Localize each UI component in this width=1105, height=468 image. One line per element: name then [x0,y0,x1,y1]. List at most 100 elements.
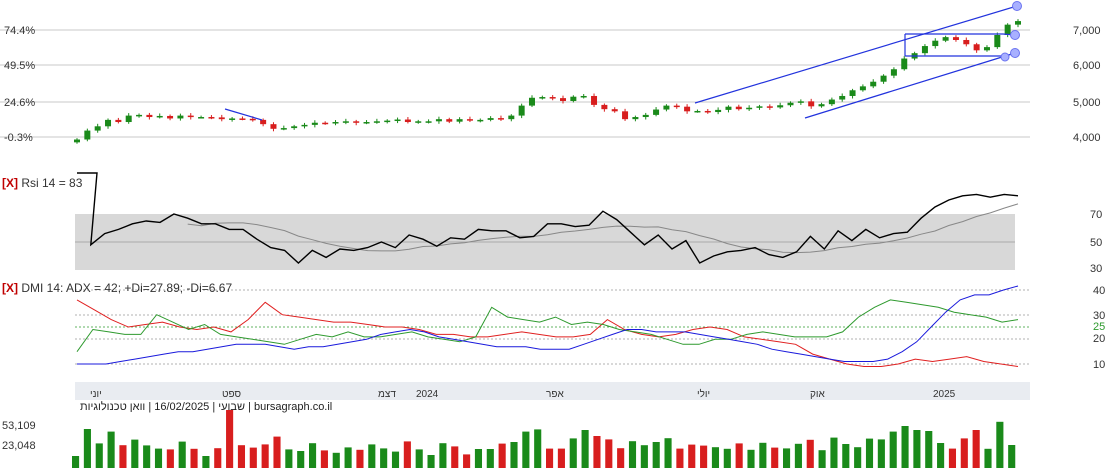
candle-body [715,109,722,113]
candle-body [270,124,277,129]
candle-body [777,105,784,108]
price-right-label: 4,000 [1073,132,1101,144]
volume-bar [593,436,601,468]
volume-bar [226,410,234,468]
candle-body [84,130,91,140]
volume-bar [273,436,281,468]
x-axis-label: יולי [697,388,710,400]
rsi-close-button[interactable]: [X] [2,176,18,190]
candle-body [859,86,866,91]
volume-bar [794,443,802,468]
dmi-right-label: 10 [1093,359,1105,371]
volume-bar [498,443,506,468]
volume-bar [996,421,1004,468]
candle-body [466,119,473,121]
candle-body [746,107,753,110]
candle-body [332,122,339,124]
candle-body [787,102,794,106]
candle-body [994,34,1001,48]
volume-bar [439,443,447,468]
volume-bar [676,448,684,468]
rsi-right-label: 50 [1090,237,1102,249]
volume-left-label: 53,109 [2,420,36,432]
volume-bar [166,449,174,468]
volume-bar [569,438,577,468]
candle-body [901,58,908,70]
candle-body [1015,21,1021,25]
candle-body [167,115,174,119]
volume-bar [830,437,838,468]
candle-body [704,110,711,113]
volume-left-label: 23,048 [2,440,36,452]
volume-bar [877,439,885,468]
rsi-panel: 70 50 30 [75,172,1102,275]
candle-body [849,90,856,96]
volume-bar [972,430,980,468]
volume-bar [723,448,731,468]
candle-body [1004,24,1011,35]
candle-body [177,115,184,119]
dmi-title-text: DMI 14: ADX = 42; +Di=27.89; -Di=6.67 [21,281,233,295]
volume-bar [652,442,660,468]
volume-bar [451,446,459,468]
rsi-average-line [187,203,1019,254]
candle-body [415,121,422,123]
candle-body [218,117,225,120]
dmi-close-button[interactable]: [X] [2,281,18,295]
dmi-minus-di-line [76,299,1019,367]
rsi-title-text: Rsi 14 = 83 [21,176,83,190]
rsi-line [77,172,1019,264]
volume-bar [380,448,388,468]
rsi-panel-title: [X] Rsi 14 = 83 [2,176,82,190]
volume-bar [119,445,127,468]
volume-bar [214,448,222,468]
volume-bar [368,444,376,468]
volume-bar [759,442,767,468]
volume-bar [261,444,269,468]
x-axis-label: דצמ [378,389,396,400]
trend-channel[interactable] [224,5,1018,121]
candle-body [952,37,959,40]
candle-body [890,69,897,76]
candle-body [156,115,163,118]
chart-footer: שבועי | 16/02/2025 | וואן טכנולוגיות | b… [80,401,333,413]
candle-body [942,37,949,41]
candle-body [477,119,484,122]
dmi-panel-title: [X] DMI 14: ADX = 42; +Di=27.89; -Di=6.6… [2,281,232,295]
candle-body [146,114,153,118]
candle-body [435,119,442,122]
volume-bar [510,442,518,468]
volume-bar [107,431,115,468]
dmi-adx-line [77,285,1019,365]
dmi-panel: 40 30 25 20 10 [75,285,1105,371]
candle-body [725,106,732,110]
volume-bar [984,448,992,468]
volume-bar [605,439,613,468]
trendline-handles[interactable] [1000,1,1022,62]
candle-body [622,111,629,120]
candle-body [818,104,825,107]
price-panel: 74.4% 49.5% 24.6% -0.3% 7,000 6,000 5,00… [0,1,1101,144]
candle-body [808,101,815,107]
volume-bar [688,444,696,468]
candle-body [384,120,391,123]
candle-body [353,121,360,123]
candle-body [446,119,453,122]
volume-bar [700,445,708,468]
volume-bar [190,448,198,468]
volume-bar [356,449,364,468]
dmi-right-label: 40 [1093,285,1105,297]
volume-bar [178,441,186,468]
candle-body [570,96,577,101]
volume-bar [297,451,305,468]
dmi-right-label: 30 [1093,310,1105,322]
candle-body [673,105,680,108]
time-axis: יוני ספט דצמ 2024 אפר יולי אוק 2025 [75,382,1030,400]
candle-body [973,44,980,51]
candle-body [880,75,887,82]
candle-body [249,118,256,121]
candle-body [301,124,308,127]
volume-bar [202,456,210,468]
volume-bar [285,449,293,468]
candle-body [549,97,556,99]
